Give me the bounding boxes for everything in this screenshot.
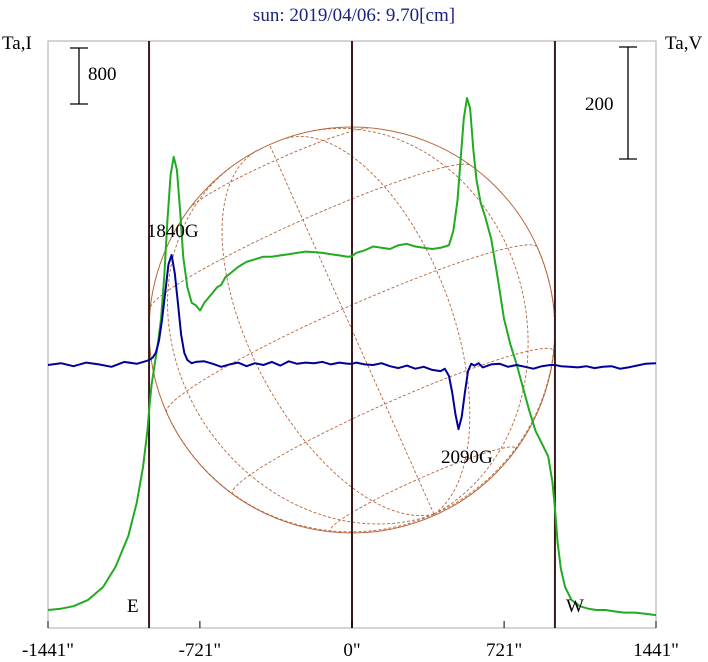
chart-title: sun: 2019/04/06: 9.70[cm] xyxy=(253,5,455,26)
x-tick-label: -721" xyxy=(179,640,222,661)
peak-annotation: 2090G xyxy=(441,447,493,468)
disk-longitude-line xyxy=(167,167,435,525)
x-axis-ticks: -1441" -721" 0" 721" 1441" xyxy=(22,621,679,661)
scale-bar-left-label: 800 xyxy=(88,64,117,85)
series-stokes-v xyxy=(47,254,657,431)
disk-latitude-line xyxy=(329,446,517,533)
annotation-layer: 1840G 2090G xyxy=(147,221,493,468)
peak-annotation: 1840G xyxy=(147,221,199,242)
x-tick-label: 721" xyxy=(486,640,522,661)
left-axis-label: Ta,I xyxy=(2,33,32,54)
series-stokes-i xyxy=(47,97,657,617)
disk-longitude-line xyxy=(284,135,471,515)
x-tick-label: 1441" xyxy=(633,640,679,661)
west-label: W xyxy=(566,596,584,617)
disk-longitude-line xyxy=(221,151,435,517)
x-tick-label: -1441" xyxy=(22,640,74,661)
scale-bar-left: 800 xyxy=(70,47,117,105)
x-tick-label: 0" xyxy=(343,640,360,661)
disk-longitude-line xyxy=(313,127,529,515)
series-layer xyxy=(47,97,657,617)
scale-bar-right: 200 xyxy=(585,46,637,160)
scale-bar-right-label: 200 xyxy=(585,94,614,115)
east-label: E xyxy=(127,596,139,617)
right-axis-label: Ta,V xyxy=(665,33,702,54)
limb-lines xyxy=(148,41,556,628)
disk-longitude-line xyxy=(269,144,435,515)
disk-latitude-line xyxy=(165,244,538,413)
